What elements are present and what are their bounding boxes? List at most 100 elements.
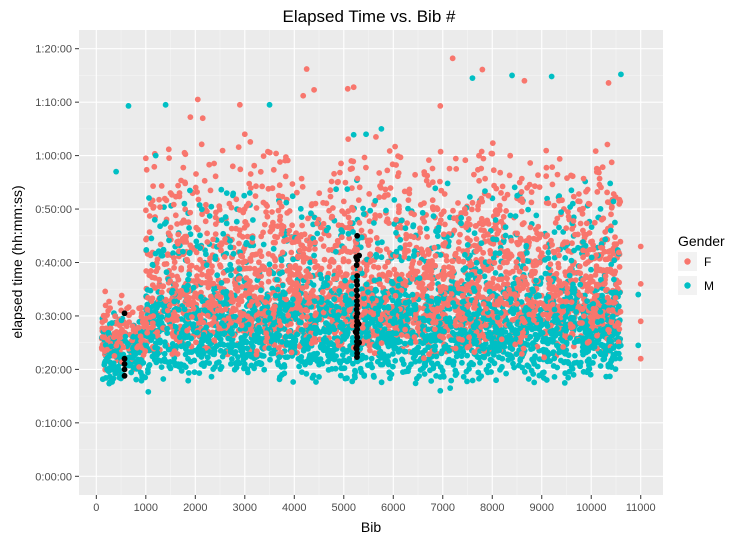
data-point-f xyxy=(209,269,215,275)
data-point-m xyxy=(267,357,273,363)
data-point-f xyxy=(407,187,413,193)
data-point-f xyxy=(272,240,278,246)
data-point-f xyxy=(197,257,203,263)
data-point-m xyxy=(459,360,465,366)
data-point-f xyxy=(580,254,586,260)
data-point-m xyxy=(162,339,168,345)
data-point-f xyxy=(604,190,610,196)
data-point-f xyxy=(280,194,286,200)
data-point-f xyxy=(426,351,432,357)
data-point-m xyxy=(410,224,416,230)
data-point-m xyxy=(191,321,197,327)
data-point-f xyxy=(575,270,581,276)
data-point-f xyxy=(220,148,226,154)
data-point-f xyxy=(237,166,243,172)
data-point-f xyxy=(585,259,591,265)
data-point-f xyxy=(462,157,468,163)
data-point-f xyxy=(476,200,482,206)
data-point-m xyxy=(368,361,374,367)
data-point-f xyxy=(477,274,483,280)
data-point-m xyxy=(479,240,485,246)
data-point-f xyxy=(158,242,164,248)
data-point-f xyxy=(384,246,390,252)
data-point-m xyxy=(588,267,594,273)
data-point-f xyxy=(101,313,107,319)
data-point-m xyxy=(590,360,596,366)
data-point-f xyxy=(592,220,598,226)
data-point-m xyxy=(465,242,471,248)
data-point-f xyxy=(405,248,411,254)
data-point-f xyxy=(421,200,427,206)
data-point-f xyxy=(544,165,550,171)
data-point-m xyxy=(464,353,470,359)
data-point-f xyxy=(243,219,249,225)
data-point-m xyxy=(152,217,158,223)
data-point-m xyxy=(552,333,558,339)
data-point-f xyxy=(254,284,260,290)
data-point-m xyxy=(342,376,348,382)
data-point-f xyxy=(496,302,502,308)
data-point-m xyxy=(475,354,481,360)
data-point-f xyxy=(330,205,336,211)
data-point-m xyxy=(562,351,568,357)
data-point-f xyxy=(240,210,246,216)
data-point-m xyxy=(228,244,234,250)
data-point-f xyxy=(304,284,310,290)
data-point-f xyxy=(450,274,456,280)
data-point-f xyxy=(171,265,177,271)
data-point-f xyxy=(461,259,467,265)
data-point-f xyxy=(171,318,177,324)
data-point-m xyxy=(514,351,520,357)
data-point-f xyxy=(202,178,208,184)
data-point-m xyxy=(567,273,573,279)
data-point-m xyxy=(480,315,486,321)
data-point-m xyxy=(282,318,288,324)
data-point-f xyxy=(222,236,228,242)
data-point-f xyxy=(329,179,335,185)
data-point-f xyxy=(171,202,177,208)
data-point-m xyxy=(379,254,385,260)
data-point-m xyxy=(221,350,227,356)
data-point-f xyxy=(183,151,189,157)
data-point-m xyxy=(416,373,422,379)
data-point-f xyxy=(259,253,265,259)
data-point-m xyxy=(171,299,177,305)
data-point-m xyxy=(191,358,197,364)
data-point-m xyxy=(533,213,539,219)
data-point-f xyxy=(387,271,393,277)
data-point-f xyxy=(261,153,267,159)
data-point-f xyxy=(284,268,290,274)
data-point-f xyxy=(563,225,569,231)
data-point-f xyxy=(151,164,157,170)
data-point-m xyxy=(435,298,441,304)
data-point-m xyxy=(299,214,305,220)
data-point-f xyxy=(509,238,515,244)
data-point-m xyxy=(417,275,423,281)
data-point-f xyxy=(519,351,525,357)
data-point-m xyxy=(221,342,227,348)
data-point-m xyxy=(281,370,287,376)
data-point-f xyxy=(259,184,265,190)
data-point-m xyxy=(176,307,182,313)
data-point-f xyxy=(514,240,520,246)
data-point-f xyxy=(150,320,156,326)
data-point-m xyxy=(431,213,437,219)
data-point-m xyxy=(216,359,222,365)
data-point-f xyxy=(119,293,125,299)
data-point-f xyxy=(293,287,299,293)
data-point-f xyxy=(417,225,423,231)
data-point-m xyxy=(526,376,532,382)
data-point-m xyxy=(340,347,346,353)
data-point-f xyxy=(603,273,609,279)
data-point-m xyxy=(320,361,326,367)
data-point-f xyxy=(267,150,273,156)
data-point-f xyxy=(217,262,223,268)
data-point-f xyxy=(500,184,506,190)
data-point-m xyxy=(507,352,513,358)
data-point-f xyxy=(555,261,561,267)
data-point-m xyxy=(333,186,339,192)
data-point-m xyxy=(458,220,464,226)
data-point-f xyxy=(471,172,477,178)
data-point-f xyxy=(404,220,410,226)
